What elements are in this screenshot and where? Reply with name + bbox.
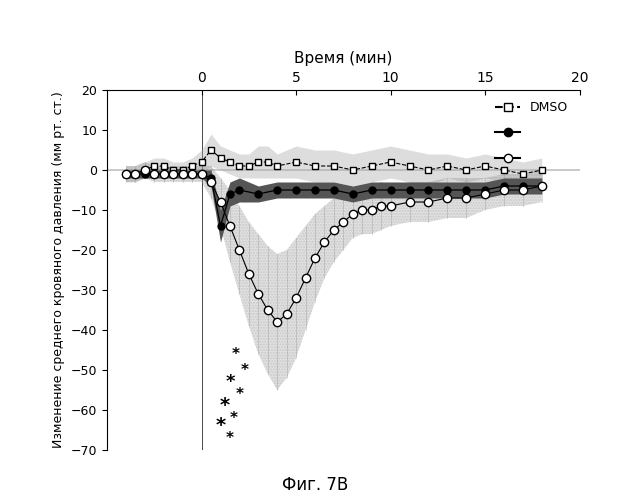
Text: *: * (226, 430, 234, 446)
Text: *: * (219, 396, 229, 415)
Text: *: * (232, 346, 239, 362)
Legend: DMSO, , : DMSO, , (490, 96, 573, 170)
Text: Фиг. 7В: Фиг. 7В (282, 476, 348, 494)
Text: *: * (230, 410, 238, 426)
Text: *: * (241, 362, 249, 378)
Text: *: * (215, 416, 226, 436)
X-axis label: Время (мин): Время (мин) (294, 51, 392, 66)
Text: *: * (225, 373, 235, 391)
Text: *: * (236, 386, 243, 402)
Y-axis label: Изменение среднего кровяного давления (мм рт. ст.): Изменение среднего кровяного давления (м… (52, 92, 66, 448)
